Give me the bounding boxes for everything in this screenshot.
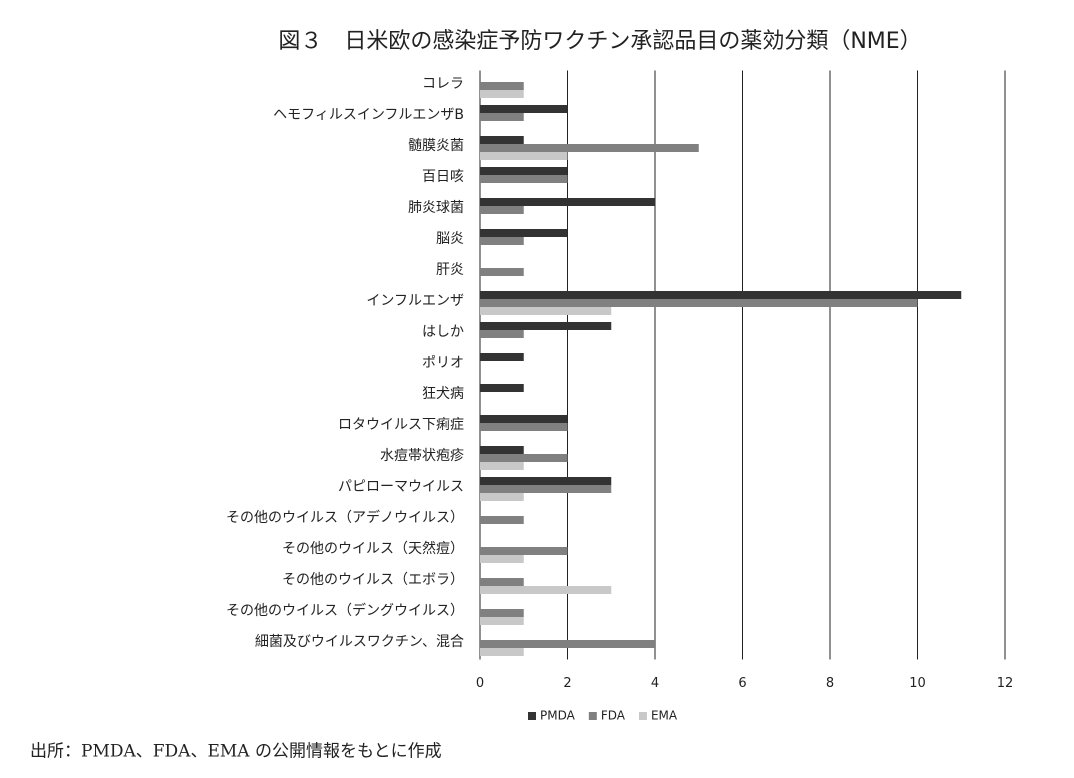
bar bbox=[480, 462, 524, 470]
y-tick-label: 百日咳 bbox=[422, 169, 464, 185]
y-tick-label: 狂犬病 bbox=[422, 386, 464, 402]
legend-label: FDA bbox=[601, 709, 626, 723]
bar bbox=[480, 113, 524, 121]
y-tick-label: 肝炎 bbox=[436, 262, 464, 278]
bar bbox=[480, 648, 524, 656]
x-tick-label: 8 bbox=[826, 676, 834, 691]
y-tick-label: 肺炎球菌 bbox=[408, 200, 464, 216]
chart-title: 図３ 日米欧の感染症予防ワクチン承認品目の薬効分類（NME） bbox=[278, 29, 921, 54]
y-tick-label: 脳炎 bbox=[436, 231, 464, 247]
bar bbox=[480, 485, 612, 493]
bar bbox=[480, 423, 568, 431]
bar bbox=[480, 307, 612, 315]
y-tick-label: コレラ bbox=[422, 76, 464, 92]
y-tick-label: パピローマウイルス bbox=[338, 479, 464, 495]
bar bbox=[480, 136, 524, 144]
bar bbox=[480, 415, 568, 423]
x-tick-label: 4 bbox=[651, 676, 659, 691]
bar bbox=[480, 322, 612, 330]
bar bbox=[480, 229, 568, 237]
legend-swatch bbox=[528, 712, 536, 720]
bar bbox=[480, 516, 524, 524]
bar bbox=[480, 105, 568, 113]
bar bbox=[480, 299, 918, 307]
bar bbox=[480, 167, 568, 175]
bar bbox=[480, 454, 568, 462]
bar bbox=[480, 547, 568, 555]
legend-label: EMA bbox=[651, 709, 678, 723]
y-tick-label: ヘモフィルスインフルエンザB bbox=[273, 107, 464, 123]
bar bbox=[480, 82, 524, 90]
x-tick-label: 2 bbox=[563, 676, 571, 691]
y-tick-label: はしか bbox=[422, 324, 464, 340]
legend-swatch bbox=[588, 712, 597, 720]
bar bbox=[480, 291, 962, 299]
bar bbox=[480, 198, 655, 206]
legend-swatch bbox=[638, 712, 647, 720]
bar bbox=[480, 493, 524, 501]
bar bbox=[480, 446, 524, 454]
source-note: 出所：PMDA、FDA、EMA の公開情報をもとに作成 bbox=[30, 742, 442, 762]
bar bbox=[480, 555, 524, 563]
bar bbox=[480, 237, 524, 245]
y-tick-label: その他のウイルス（デングウイルス） bbox=[226, 602, 464, 619]
bar bbox=[480, 617, 524, 625]
y-tick-label: 細菌及びウイルスワクチン、混合 bbox=[255, 634, 464, 650]
y-tick-label: その他のウイルス（エボラ） bbox=[282, 572, 464, 588]
y-tick-label: 髄膜炎菌 bbox=[408, 138, 464, 154]
y-tick-label: ポリオ bbox=[422, 355, 464, 371]
bar bbox=[480, 477, 612, 485]
y-tick-label: インフルエンザ bbox=[366, 293, 464, 309]
x-tick-label: 6 bbox=[738, 676, 746, 691]
bar bbox=[480, 578, 524, 586]
y-tick-label: 水痘帯状疱疹 bbox=[380, 448, 464, 464]
bar bbox=[480, 384, 524, 392]
bar bbox=[480, 640, 655, 648]
y-tick-label: その他のウイルス（アデノウイルス） bbox=[226, 509, 464, 526]
y-tick-label: その他のウイルス（天然痘） bbox=[282, 540, 464, 557]
bar bbox=[480, 152, 568, 160]
bar bbox=[480, 268, 524, 276]
x-tick-label: 12 bbox=[997, 676, 1014, 691]
bar bbox=[480, 609, 524, 617]
bar bbox=[480, 353, 524, 361]
bar bbox=[480, 586, 612, 594]
bar bbox=[480, 90, 524, 98]
x-tick-label: 10 bbox=[909, 676, 926, 691]
y-tick-label: ロタウイルス下痢症 bbox=[338, 417, 464, 433]
x-tick-label: 0 bbox=[476, 676, 484, 691]
legend-label: PMDA bbox=[540, 709, 576, 723]
bar bbox=[480, 330, 524, 338]
bar bbox=[480, 206, 524, 214]
bar bbox=[480, 175, 568, 183]
bar bbox=[480, 144, 699, 152]
